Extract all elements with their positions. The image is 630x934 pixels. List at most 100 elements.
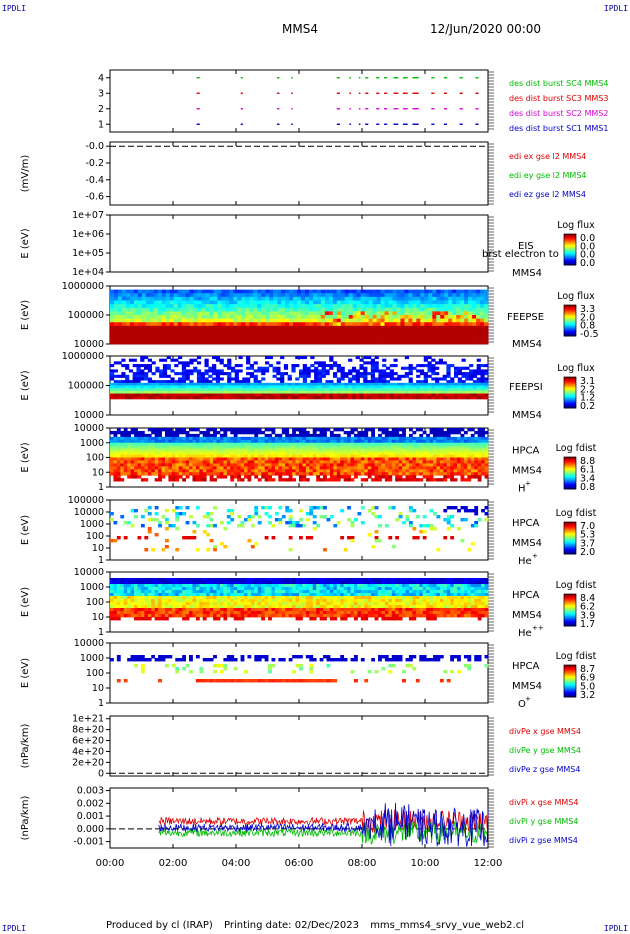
heat-cell	[457, 469, 461, 473]
heat-cell	[130, 436, 135, 441]
heat-cell	[215, 374, 221, 378]
heat-cell	[147, 377, 152, 381]
heat-cell	[257, 340, 262, 345]
heat-cell	[151, 472, 156, 476]
heat-cell	[247, 448, 252, 452]
heat-cell	[268, 475, 272, 479]
heat-cell	[249, 364, 255, 368]
heat-cell	[199, 448, 204, 452]
heat-cell	[376, 293, 381, 298]
heat-cell	[151, 430, 156, 435]
heat-cell	[264, 478, 269, 482]
heat-cell	[426, 442, 430, 447]
heat-cell	[484, 439, 489, 444]
heat-cell	[229, 300, 234, 305]
heat-cell	[343, 436, 348, 441]
heat-cell	[422, 439, 427, 444]
heat-cell	[288, 475, 293, 479]
heat-cell	[249, 311, 254, 316]
heat-cell	[230, 428, 235, 432]
heat-cell	[178, 445, 183, 450]
heat-cell	[476, 396, 481, 400]
heat-cell	[480, 372, 485, 376]
heat-cell	[415, 463, 420, 467]
heat-cell	[305, 512, 310, 516]
heat-cell	[291, 382, 296, 386]
heat-cell	[433, 451, 437, 455]
heat-cell	[484, 293, 489, 298]
heat-cell	[166, 382, 171, 386]
feepse-colorbar-tick: 0.8	[580, 321, 595, 332]
heat-cell	[265, 340, 270, 345]
heat-cell	[168, 445, 173, 450]
heat-cell	[153, 318, 159, 323]
heat-cell	[127, 460, 132, 464]
heat-cell	[230, 478, 235, 482]
heat-cell	[398, 442, 403, 447]
heat-cell	[457, 436, 461, 441]
heat-cell	[297, 311, 302, 316]
heat-cell	[265, 307, 270, 312]
heat-cell	[195, 451, 200, 455]
heat-cell	[484, 506, 489, 510]
heat-cell	[293, 293, 298, 298]
heat-cell	[159, 396, 164, 400]
heat-cell	[244, 430, 248, 435]
heat-cell	[132, 396, 137, 400]
heat-cell	[151, 380, 156, 384]
heat-cell	[289, 315, 294, 320]
colorbar-cell	[564, 479, 576, 481]
heat-cell	[157, 311, 163, 316]
colorbar-cell	[564, 318, 576, 320]
heat-cell	[189, 311, 194, 316]
heat-cell	[237, 333, 242, 338]
heat-cell	[113, 390, 118, 394]
colorbar-cell	[564, 319, 576, 321]
heat-cell	[217, 289, 222, 294]
heat-cell	[476, 364, 481, 368]
heat-cell	[174, 364, 179, 368]
heat-cell	[385, 374, 391, 378]
heat-cell	[165, 315, 171, 320]
colorbar-cell	[564, 395, 576, 397]
heat-cell	[295, 364, 300, 368]
heat-cell	[384, 307, 389, 312]
heat-cell	[136, 377, 141, 381]
heat-cell	[278, 442, 283, 447]
heat-cell	[182, 428, 186, 432]
heat-cell	[380, 300, 385, 305]
heat-cell	[197, 333, 202, 338]
heat-cell	[429, 478, 434, 482]
heat-cell	[364, 336, 370, 341]
heat-cell	[299, 369, 304, 373]
heat-cell	[333, 466, 338, 470]
heat-cell	[381, 448, 386, 452]
heat-cell	[178, 382, 183, 386]
heat-cell	[443, 466, 448, 470]
heat-cell	[185, 472, 190, 476]
colorbar-cell	[564, 243, 576, 245]
heat-cell	[154, 463, 159, 467]
heat-cell	[453, 454, 458, 458]
burst-legend-label: des dist burst SC2 MMS2	[509, 109, 608, 118]
heat-cell	[121, 315, 127, 320]
heat-cell	[333, 388, 338, 392]
heat-cell	[326, 454, 331, 458]
heat-cell	[157, 296, 163, 301]
heat-cell	[333, 436, 338, 441]
heat-cell	[464, 293, 469, 298]
heat-cell	[329, 460, 334, 464]
heat-cell	[174, 393, 179, 397]
heat-cell	[481, 457, 485, 461]
heat-cell	[323, 457, 327, 461]
heat-cell	[295, 466, 300, 470]
heat-cell	[474, 448, 479, 452]
heat-cell	[371, 430, 375, 435]
heat-cell	[227, 377, 232, 381]
heat-cell	[472, 289, 477, 294]
heat-cell	[158, 454, 162, 458]
heat-cell	[249, 333, 254, 338]
heat-cell	[237, 454, 241, 458]
heat-cell	[133, 311, 139, 316]
heat-cell	[426, 478, 430, 482]
